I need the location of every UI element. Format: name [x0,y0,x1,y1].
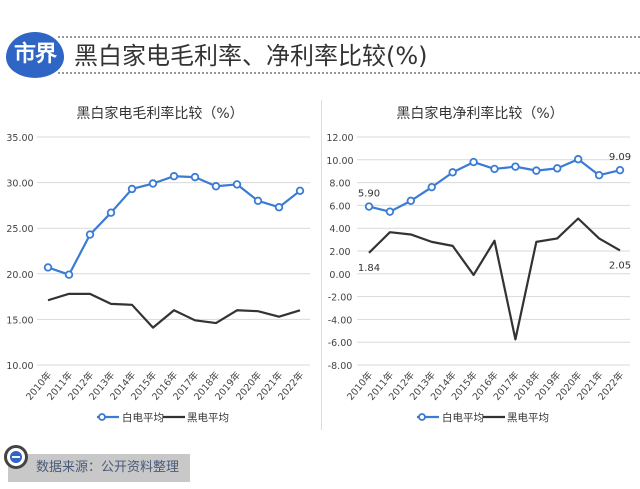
data-point [169,172,179,181]
data-point [427,182,436,192]
data-label: 9.09 [609,152,631,163]
data-point [85,230,95,239]
y-tick-label: 6.00 [329,201,350,212]
data-point [532,166,541,175]
y-tick-label: 35.00 [6,133,33,144]
data-point [573,155,583,164]
source-icon [4,445,28,469]
y-tick-label: -6.00 [328,338,353,349]
y-tick-label: 20.00 [6,270,33,281]
legend-label-white: 白电平均 [122,411,164,424]
data-point [511,162,520,171]
data-point [490,164,499,174]
y-tick-label: 25.00 [6,224,33,235]
data-point [232,180,242,189]
series-line-black [47,292,301,329]
data-point [385,207,395,216]
y-tick-label: 4.00 [329,224,350,235]
chart-title: 黑白家电净利率比较（%） [396,105,563,122]
data-point [274,203,284,212]
data-label: 1.84 [358,263,380,274]
data-point [364,202,374,211]
data-point [106,208,116,217]
series-line-white [47,175,301,276]
y-tick-label: -2.00 [328,293,353,304]
data-label: 5.90 [358,189,380,200]
chart-1: 黑白家电毛利率比较（%） 10.00 15.00 20.00 25.00 30.00 35.… [6,105,310,424]
data-point [253,196,263,206]
y-tick-label: 8.00 [329,179,350,190]
source-note: 数据来源：公开资料整理 [8,454,190,482]
chart-divider [321,100,322,430]
legend-marker-white [418,413,426,421]
data-point [148,179,158,188]
legend-label-black: 黑电平均 [507,411,549,424]
y-tick-label: -8.00 [328,361,353,372]
data-point [43,263,53,272]
data-point [594,170,604,180]
legend-label-black: 黑电平均 [187,411,229,424]
y-tick-label: 30.00 [6,179,33,190]
data-point [190,172,200,182]
logo: 市界 [6,32,64,78]
data-point [448,168,457,177]
header-divider-bottom [58,72,640,74]
y-tick-label: -4.00 [328,315,353,326]
y-tick-label: 12.00 [326,133,353,144]
y-tick-label: 15.00 [6,315,33,326]
y-tick-label: 10.00 [6,361,33,372]
legend-label-white: 白电平均 [442,411,484,424]
y-tick-label: 10.00 [326,156,353,167]
chart-title: 黑白家电毛利率比较（%） [76,105,243,122]
y-tick-label: 0.00 [329,270,350,281]
data-point [406,196,416,206]
data-point [553,164,562,173]
data-point [64,270,74,279]
data-point [469,157,478,167]
data-point [615,165,625,175]
chart-2: 黑白家电净利率比较（%） -8.00 -6.00 -4.00 -2.00 0.00 2.00… [326,105,631,424]
data-point [295,186,305,196]
legend-marker-white [98,413,106,421]
data-label: 2.05 [609,260,631,271]
data-point [127,184,137,194]
data-point [211,182,221,191]
header-divider-top [58,36,640,38]
series-line-black [368,217,621,341]
y-tick-label: 2.00 [329,247,350,258]
page-title: 黑白家电毛利率、净利率比较(%) [74,42,428,70]
